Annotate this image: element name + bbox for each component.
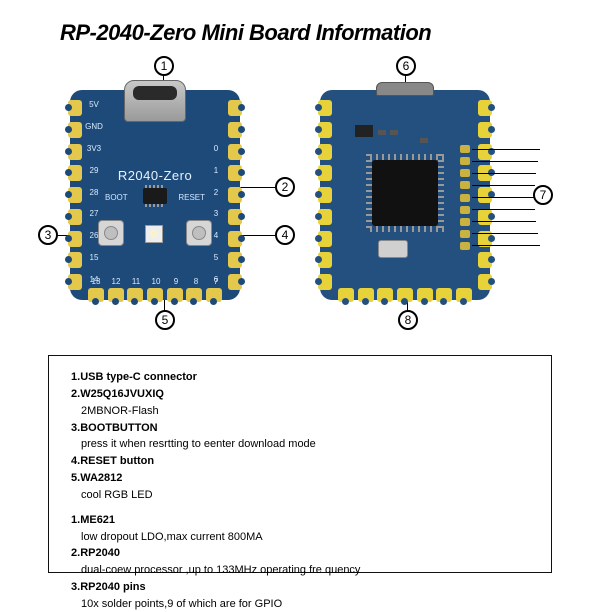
- legend-b-1-sub: low dropout LDO,max current 800MA: [81, 530, 529, 545]
- pin-gnd: GND: [84, 122, 104, 131]
- legend-b-3-sub: 10x solder points,9 of which are for GPI…: [81, 597, 529, 612]
- usb-c-connector: [124, 80, 186, 122]
- legend-a-2-sub: 2MBNOR-Flash: [81, 404, 529, 419]
- silk-boot: BOOT: [105, 193, 128, 202]
- legend-a-3: 3.BOOTBUTTON: [71, 421, 529, 436]
- legend-b-1: 1.ME621: [71, 513, 529, 528]
- pin-10: 10: [146, 277, 166, 286]
- rp2040-mcu: [372, 160, 438, 226]
- board-back-wrap: [320, 90, 510, 320]
- pin-4: 4: [206, 231, 226, 240]
- legend-b-2: 2.RP2040: [71, 546, 529, 561]
- pads-bottom: [88, 288, 222, 302]
- callout-3: 3: [38, 225, 58, 245]
- board-front-wrap: R2040-Zero BOOT RESET 5V GND 3V3 29 28 2…: [70, 90, 260, 320]
- pads-right: [228, 100, 242, 290]
- callout-4: 4: [275, 225, 295, 245]
- callout-2: 2: [275, 177, 295, 197]
- smd-3: [420, 138, 428, 143]
- pcb-back: [320, 90, 490, 300]
- ip-lead-2: [472, 173, 536, 174]
- inner-solder-pads: [460, 145, 470, 250]
- rgb-led: [145, 225, 163, 243]
- ip-lead-0: [472, 149, 540, 150]
- legend-a-1: 1.USB type-C connector: [71, 370, 529, 385]
- pads-left: [68, 100, 82, 290]
- smd-1: [378, 130, 386, 135]
- callout-1-num: 1: [154, 56, 174, 76]
- pads-left-back: [318, 100, 332, 290]
- pin-11: 11: [126, 277, 146, 286]
- boards-area: 1 2 3 4 5 6 7 8: [0, 60, 600, 340]
- ip-lead-5: [472, 209, 535, 210]
- legend-box: 1.USB type-C connector 2.W25Q16JVUXIQ 2M…: [48, 355, 552, 573]
- pin-2: 2: [206, 188, 226, 197]
- pcb-front: R2040-Zero BOOT RESET 5V GND 3V3 29 28 2…: [70, 90, 240, 300]
- pin-27: 27: [84, 209, 104, 218]
- legend-b-2-sub: dual-coew processor ,up to 133MHz operat…: [81, 563, 529, 578]
- callout-6: 6: [396, 56, 416, 76]
- ip-lead-7: [472, 233, 538, 234]
- pin-3v3: 3V3: [84, 144, 104, 153]
- legend-a: 1.USB type-C connector 2.W25Q16JVUXIQ 2M…: [71, 370, 529, 503]
- pin-13: 13: [86, 277, 106, 286]
- ip-lead-6: [472, 221, 536, 222]
- pin-8: 8: [186, 277, 206, 286]
- ip-lead-1: [472, 161, 538, 162]
- pin-0: 0: [206, 144, 226, 153]
- silk-reset: RESET: [178, 193, 205, 202]
- callout-3-num: 3: [38, 225, 58, 245]
- legend-a-5-sub: cool RGB LED: [81, 488, 529, 503]
- page-title: RP-2040-Zero Mini Board Information: [60, 20, 431, 46]
- legend-a-4: 4.RESET button: [71, 454, 529, 469]
- pin-9: 9: [166, 277, 186, 286]
- legend-a-5: 5.WA2812: [71, 471, 529, 486]
- callout-1: 1: [154, 56, 174, 76]
- legend-b-3: 3.RP2040 pins: [71, 580, 529, 595]
- callout-7: 7: [533, 185, 553, 205]
- pin-3: 3: [206, 209, 226, 218]
- ip-lead-3: [472, 185, 535, 186]
- pin-28: 28: [84, 188, 104, 197]
- usb-c-connector-rear: [376, 82, 434, 96]
- pin-7: 7: [206, 277, 226, 286]
- callout-2-num: 2: [275, 177, 295, 197]
- ldo-chip: [355, 125, 373, 137]
- callout-4-num: 4: [275, 225, 295, 245]
- callout-7-num: 7: [533, 185, 553, 205]
- legend-a-2: 2.W25Q16JVUXIQ: [71, 387, 529, 402]
- crystal: [378, 240, 408, 258]
- pin-12: 12: [106, 277, 126, 286]
- smd-2: [390, 130, 398, 135]
- pin-1: 1: [206, 166, 226, 175]
- pads-right-back: [478, 100, 492, 290]
- pin-5: 5: [206, 253, 226, 262]
- pads-bottom-back: [338, 288, 472, 302]
- pin-5v: 5V: [84, 100, 104, 109]
- pin-26: 26: [84, 231, 104, 240]
- legend-a-3-sub: press it when resrtting to eenter downlo…: [81, 437, 529, 452]
- flash-chip: [143, 188, 167, 204]
- pin-15: 15: [84, 253, 104, 262]
- ip-lead-4: [472, 197, 534, 198]
- callout-6-num: 6: [396, 56, 416, 76]
- pin-29: 29: [84, 166, 104, 175]
- ip-lead-8: [472, 245, 540, 246]
